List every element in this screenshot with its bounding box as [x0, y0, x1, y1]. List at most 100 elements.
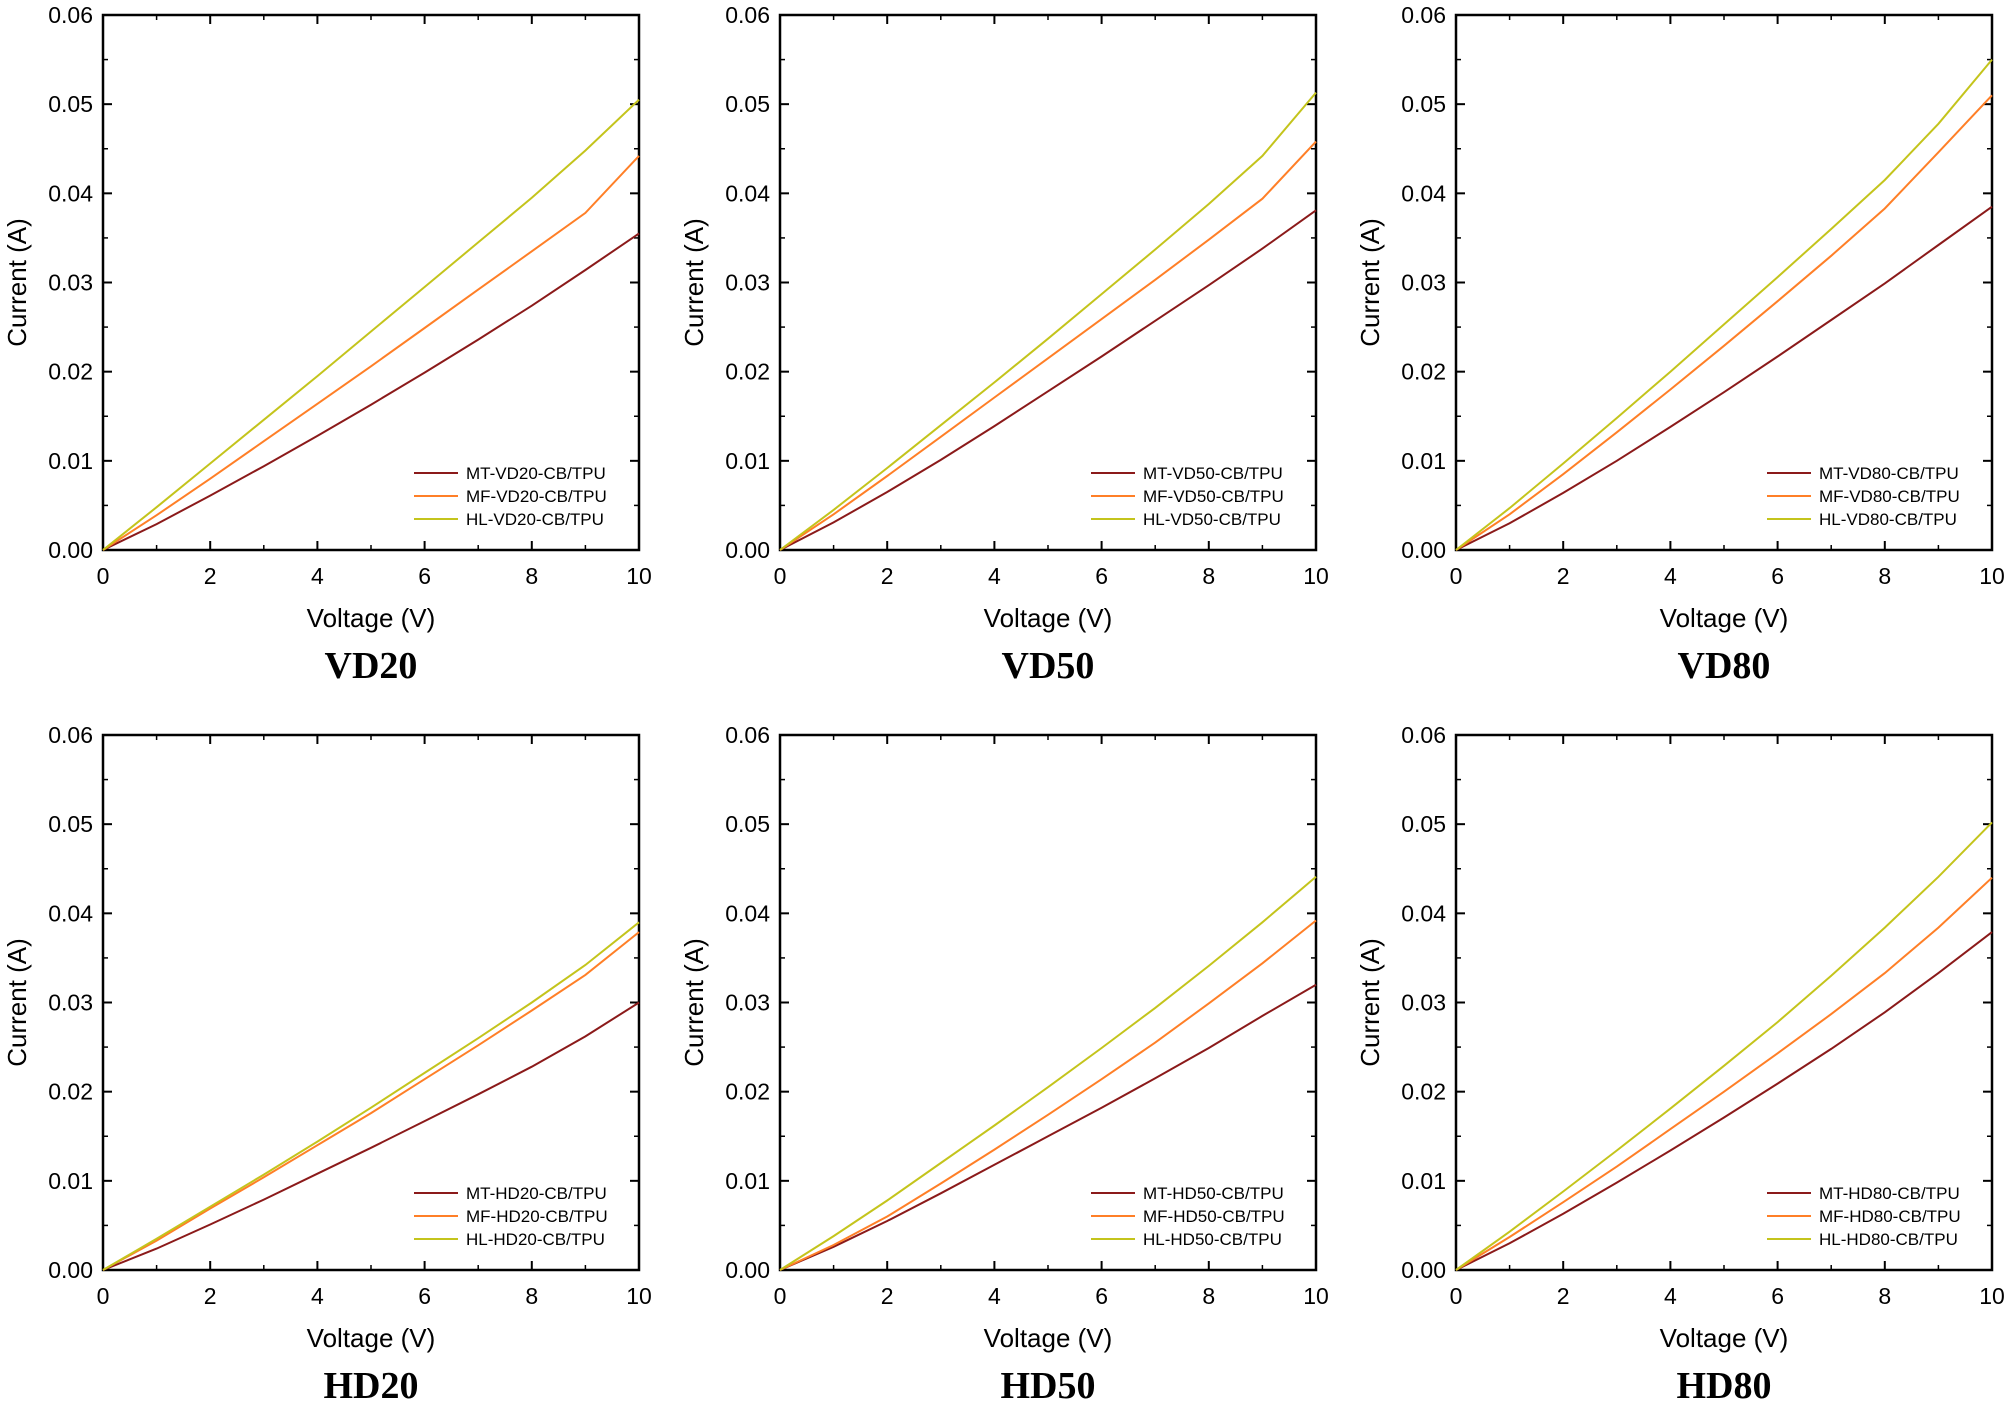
- chart-panel-hd20: 0 2 4 6 8 10 0.00 0.01 0.02 0.03 0.04 0.05 0.06 Volta…: [2, 722, 652, 1401]
- y-tick-label: 0.04: [1401, 180, 1446, 206]
- y-tick-label: 0.00: [1401, 1257, 1446, 1283]
- x-tick-label: 8: [1878, 563, 1891, 589]
- y-tick-label: 0.05: [48, 811, 93, 837]
- series-line-mf: [1455, 94, 1993, 551]
- x-tick-label: 6: [1095, 1283, 1108, 1309]
- legend-label: MF-HD50-CB/TPU: [1143, 1207, 1285, 1226]
- legend-label: HL-HD80-CB/TPU: [1819, 1230, 1958, 1249]
- legend-label: MF-HD80-CB/TPU: [1819, 1207, 1961, 1226]
- series-line-hl: [102, 921, 640, 1271]
- y-tick-label: 0.00: [48, 1257, 93, 1283]
- y-tick-label: 0.04: [725, 900, 770, 926]
- x-tick-label: 0: [774, 563, 787, 589]
- legend-label: MT-HD20-CB/TPU: [466, 1184, 607, 1203]
- x-tick-label: 8: [1202, 1283, 1215, 1309]
- y-tick-label: 0.01: [48, 448, 93, 474]
- series-line-hl: [779, 876, 1317, 1271]
- x-tick-label: 6: [1771, 1283, 1784, 1309]
- y-tick-label: 0.05: [1401, 811, 1446, 837]
- x-tick-label: 2: [204, 1283, 217, 1309]
- y-tick-label: 0.05: [725, 811, 770, 837]
- legend-label: HL-VD80-CB/TPU: [1819, 510, 1957, 529]
- x-tick-label: 8: [1878, 1283, 1891, 1309]
- legend-label: HL-HD20-CB/TPU: [466, 1230, 605, 1249]
- x-axis-label: Voltage (V): [307, 1323, 436, 1353]
- x-tick-label: 6: [1095, 563, 1108, 589]
- series-line-mt: [102, 232, 640, 551]
- panel-title: HD50: [1001, 1365, 1096, 1401]
- x-tick-label: 2: [1557, 1283, 1570, 1309]
- chart-panel-vd20: 0 2 4 6 8 10 0.00 0.01 0.02 0.03 0.04 0.05 0.06 Volta…: [2, 2, 652, 687]
- series-line-mt: [102, 1001, 640, 1271]
- y-tick-label: 0.03: [725, 270, 770, 296]
- y-tick-label: 0.06: [725, 722, 770, 748]
- y-tick-label: 0.06: [48, 722, 93, 748]
- x-tick-label: 10: [1979, 1283, 2005, 1309]
- chart-panel-hd50: 0 2 4 6 8 10 0.00 0.01 0.02 0.03 0.04 0.05 0.06 Volta…: [679, 722, 1329, 1401]
- y-tick-label: 0.06: [725, 2, 770, 28]
- series-line-mf: [779, 140, 1317, 551]
- y-tick-label: 0.05: [725, 91, 770, 117]
- x-tick-label: 2: [881, 563, 894, 589]
- y-tick-label: 0.02: [1401, 359, 1446, 385]
- x-tick-label: 4: [1664, 563, 1677, 589]
- y-tick-label: 0.03: [48, 270, 93, 296]
- legend: MT-HD80-CB/TPU MF-HD80-CB/TPU HL-HD80-CB/T…: [1767, 1184, 1961, 1249]
- y-tick-label: 0.04: [1401, 900, 1446, 926]
- y-axis-label: Current (A): [2, 938, 32, 1067]
- y-axis-label: Current (A): [679, 938, 709, 1067]
- legend: MT-VD20-CB/TPU MF-VD20-CB/TPU HL-VD20-CB/T…: [414, 464, 607, 529]
- x-tick-label: 8: [525, 1283, 538, 1309]
- panel-title: VD50: [1002, 645, 1095, 687]
- y-axis-label: Current (A): [1355, 218, 1385, 347]
- series-line-mf: [1455, 876, 1993, 1271]
- x-axis-label: Voltage (V): [1660, 1323, 1789, 1353]
- legend: MT-HD50-CB/TPU MF-HD50-CB/TPU HL-HD50-CB/T…: [1091, 1184, 1285, 1249]
- series-line-hl: [779, 91, 1317, 551]
- y-tick-label: 0.04: [48, 900, 93, 926]
- y-tick-label: 0.06: [48, 2, 93, 28]
- legend-label: HL-HD50-CB/TPU: [1143, 1230, 1282, 1249]
- y-tick-label: 0.00: [725, 537, 770, 563]
- series-line-mf: [102, 155, 640, 551]
- y-axis-label: Current (A): [1355, 938, 1385, 1067]
- panel-title: HD80: [1677, 1365, 1772, 1401]
- series-line-mt: [1455, 205, 1993, 551]
- x-tick-label: 2: [204, 563, 217, 589]
- x-tick-label: 2: [881, 1283, 894, 1309]
- y-tick-label: 0.04: [725, 180, 770, 206]
- x-tick-label: 4: [311, 1283, 324, 1309]
- legend-label: MF-VD20-CB/TPU: [466, 487, 607, 506]
- x-tick-label: 10: [1303, 1283, 1329, 1309]
- y-tick-label: 0.01: [48, 1168, 93, 1194]
- x-tick-label: 0: [97, 1283, 110, 1309]
- x-tick-label: 6: [1771, 563, 1784, 589]
- y-tick-label: 0.02: [48, 1079, 93, 1105]
- x-tick-label: 0: [1450, 563, 1463, 589]
- y-tick-label: 0.00: [725, 1257, 770, 1283]
- series-line-mt: [779, 209, 1317, 551]
- x-tick-label: 10: [1303, 563, 1329, 589]
- y-tick-label: 0.03: [1401, 270, 1446, 296]
- legend-label: MT-HD80-CB/TPU: [1819, 1184, 1960, 1203]
- x-tick-label: 4: [1664, 1283, 1677, 1309]
- x-tick-label: 0: [97, 563, 110, 589]
- series-line-mf: [779, 919, 1317, 1271]
- x-tick-label: 2: [1557, 563, 1570, 589]
- legend-label: HL-VD20-CB/TPU: [466, 510, 604, 529]
- y-tick-label: 0.01: [1401, 1168, 1446, 1194]
- y-tick-label: 0.01: [725, 1168, 770, 1194]
- chart-panel-hd80: 0 2 4 6 8 10 0.00 0.01 0.02 0.03 0.04 0.05 0.06 Volta…: [1355, 722, 2005, 1401]
- y-tick-label: 0.02: [48, 359, 93, 385]
- y-tick-label: 0.03: [725, 990, 770, 1016]
- x-tick-label: 4: [311, 563, 324, 589]
- y-tick-label: 0.00: [1401, 537, 1446, 563]
- chart-panel-vd50: 0 2 4 6 8 10 0.00 0.01 0.02 0.03 0.04 0.05 0.06 Volta…: [679, 2, 1329, 687]
- y-tick-label: 0.06: [1401, 722, 1446, 748]
- y-tick-label: 0.02: [725, 359, 770, 385]
- x-tick-label: 4: [988, 563, 1001, 589]
- legend-label: MT-VD80-CB/TPU: [1819, 464, 1959, 483]
- x-tick-label: 10: [626, 563, 652, 589]
- y-tick-label: 0.02: [1401, 1079, 1446, 1105]
